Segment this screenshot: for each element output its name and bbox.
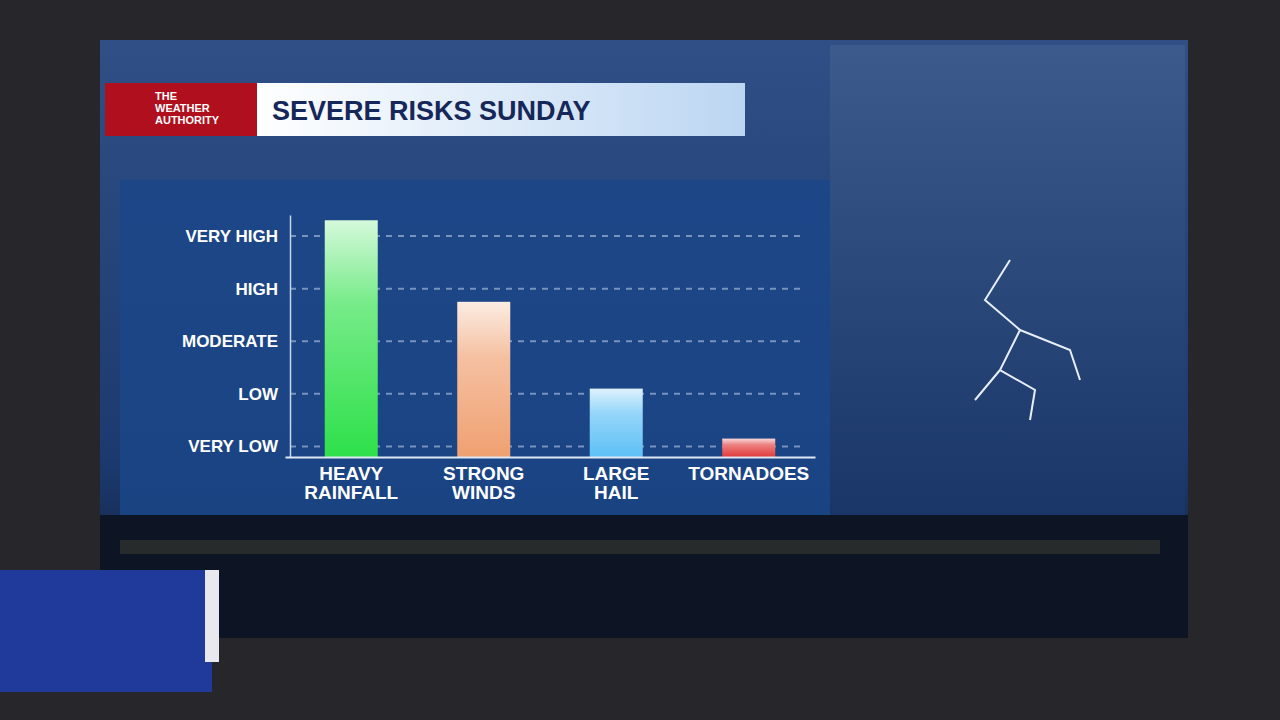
sky-panel [830,45,1185,515]
x-tick: TORNADOES [688,457,809,484]
logo-text: THEWEATHERAUTHORITY [155,90,220,126]
y-tick-label: HIGH [236,280,279,299]
y-tick: HIGH [236,280,291,299]
lower-third-edge [205,570,219,662]
y-axis-line [290,216,292,458]
x-tick-label: STRONGWINDS [443,463,524,503]
title-bar [255,83,745,136]
x-tick-label: LARGEHAIL [583,463,650,503]
background [0,0,1280,720]
y-tick: LOW [238,385,290,404]
bar [722,439,775,457]
bar [590,389,643,457]
x-axis: HEAVYRAINFALL STRONGWINDS LARGEHAIL TORNADO… [286,457,816,503]
bar [325,220,378,457]
logo-box [105,83,257,136]
lightning [975,260,1080,420]
screen-panel [100,40,1188,638]
x-tick: STRONGWINDS [443,457,524,503]
canvas: THEWEATHERAUTHORITY SEVERE RISKS SUNDAY VE… [0,0,1280,720]
y-tick: MODERATE [182,332,290,351]
lower-third-box [0,570,212,692]
y-axis: VERY LOW LOW MODERATE HIGH VERY HIGH [182,216,291,458]
y-tick: VERY LOW [188,437,290,456]
x-tick-label: HEAVYRAINFALL [304,463,398,503]
y-tick-label: LOW [238,385,279,404]
city-lights [120,540,1160,554]
horizon [100,515,1188,638]
y-tick-label: VERY HIGH [185,227,278,246]
bars [325,220,776,457]
y-tick-label: MODERATE [182,332,278,351]
y-tick-label: VERY LOW [188,437,279,456]
baseline [286,457,816,459]
x-tick: LARGEHAIL [583,457,650,503]
y-tick: VERY HIGH [185,227,290,246]
x-tick: HEAVYRAINFALL [304,457,398,503]
bar [457,302,510,457]
chart-title: SEVERE RISKS SUNDAY [272,96,591,126]
x-tick-label: TORNADOES [688,463,809,484]
chart-board [120,180,830,515]
